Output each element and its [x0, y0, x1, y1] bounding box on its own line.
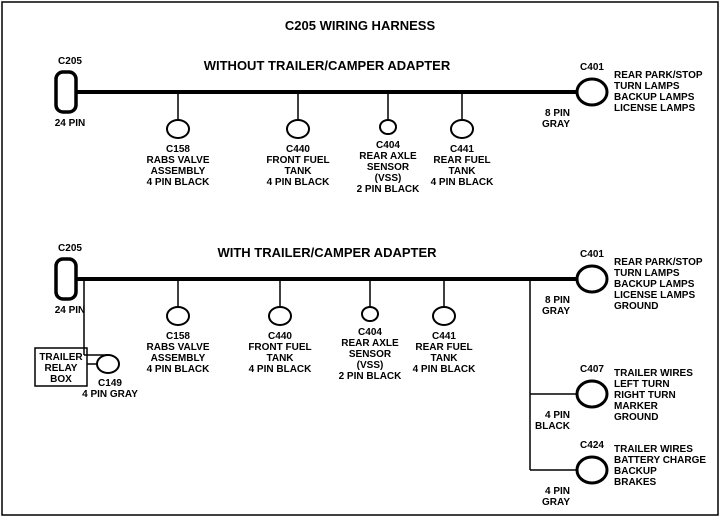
- branch-desc: BATTERY CHARGE: [614, 455, 706, 466]
- drop-line: REAR AXLE: [341, 338, 399, 349]
- connector-ellipse: [577, 381, 607, 407]
- right-code: C401: [580, 249, 604, 260]
- drop-line: RABS VALVE: [147, 342, 210, 353]
- relay-box-label: BOX: [50, 374, 72, 385]
- section-subtitle: WITH TRAILER/CAMPER ADAPTER: [217, 245, 437, 260]
- drop-line: 4 PIN BLACK: [249, 364, 313, 375]
- relay-box-label: RELAY: [45, 363, 78, 374]
- drop-line: TANK: [430, 353, 458, 364]
- drop-line: 4 PIN BLACK: [147, 177, 211, 188]
- connector-ellipse: [577, 79, 607, 105]
- drop-line: 4 PIN BLACK: [413, 364, 477, 375]
- drop-line: FRONT FUEL: [266, 155, 329, 166]
- right-desc: REAR PARK/STOP: [614, 257, 703, 268]
- branch-desc: MARKER: [614, 401, 659, 412]
- c149-code: C149: [98, 378, 122, 389]
- branch-sub: 4 PIN: [545, 410, 570, 421]
- drop-line: REAR AXLE: [359, 151, 417, 162]
- branch-desc: RIGHT TURN: [614, 390, 676, 401]
- branch-code: C407: [580, 364, 604, 375]
- right-sub: 8 PIN: [545, 108, 570, 119]
- drop-line: ASSEMBLY: [151, 353, 206, 364]
- drop-line: 2 PIN BLACK: [339, 371, 403, 382]
- connector-drop: [451, 120, 473, 138]
- section-subtitle: WITHOUT TRAILER/CAMPER ADAPTER: [204, 58, 451, 73]
- drop-line: 4 PIN BLACK: [147, 364, 211, 375]
- drop-line: TANK: [266, 353, 294, 364]
- connector-drop: [269, 307, 291, 325]
- drop-code: C404: [376, 140, 400, 151]
- drop-line: SENSOR: [349, 349, 392, 360]
- connector-c205: [56, 259, 76, 299]
- connector-ellipse: [577, 457, 607, 483]
- right-sub: 8 PIN: [545, 295, 570, 306]
- drop-line: 4 PIN BLACK: [431, 177, 495, 188]
- drop-line: REAR FUEL: [433, 155, 490, 166]
- connector-drop: [167, 307, 189, 325]
- drop-line: SENSOR: [367, 162, 410, 173]
- branch-desc: BRAKES: [614, 477, 657, 488]
- connector-ellipse: [577, 266, 607, 292]
- right-desc: LICENSE LAMPS: [614, 103, 695, 114]
- diagram-title: C205 WIRING HARNESS: [285, 18, 436, 33]
- branch-sub: GRAY: [542, 497, 570, 508]
- branch-desc: BACKUP: [614, 466, 657, 477]
- drop-line: 2 PIN BLACK: [357, 184, 421, 195]
- drop-line: TANK: [284, 166, 312, 177]
- drop-line: (VSS): [375, 173, 402, 184]
- branch-desc: TRAILER WIRES: [614, 444, 693, 455]
- right-code: C401: [580, 62, 604, 73]
- right-desc: TURN LAMPS: [614, 81, 680, 92]
- drop-line: 4 PIN BLACK: [267, 177, 331, 188]
- connector-drop: [433, 307, 455, 325]
- c205-pins: 24 PIN: [55, 118, 86, 129]
- drop-code: C441: [432, 331, 456, 342]
- right-desc: LICENSE LAMPS: [614, 290, 695, 301]
- branch-code: C424: [580, 440, 604, 451]
- connector-drop: [97, 355, 119, 373]
- right-desc: GROUND: [614, 301, 658, 312]
- drop-line: (VSS): [357, 360, 384, 371]
- c205-label: C205: [58, 56, 82, 67]
- drop-code: C158: [166, 331, 190, 342]
- connector-c205: [56, 72, 76, 112]
- branch-sub: BLACK: [535, 421, 571, 432]
- connector-drop: [287, 120, 309, 138]
- connector-drop: [362, 307, 378, 321]
- right-desc: TURN LAMPS: [614, 268, 680, 279]
- branch-desc: LEFT TURN: [614, 379, 670, 390]
- drop-line: REAR FUEL: [415, 342, 472, 353]
- drop-line: ASSEMBLY: [151, 166, 206, 177]
- drop-line: TANK: [448, 166, 476, 177]
- drop-code: C404: [358, 327, 382, 338]
- drop-code: C440: [268, 331, 292, 342]
- drop-code: C158: [166, 144, 190, 155]
- connector-drop: [380, 120, 396, 134]
- drop-line: RABS VALVE: [147, 155, 210, 166]
- branch-desc: TRAILER WIRES: [614, 368, 693, 379]
- branch-sub: 4 PIN: [545, 486, 570, 497]
- relay-box-label: TRAILER: [39, 352, 83, 363]
- right-desc: BACKUP LAMPS: [614, 92, 695, 103]
- connector-drop: [167, 120, 189, 138]
- right-sub: GRAY: [542, 119, 570, 130]
- c205-pins: 24 PIN: [55, 305, 86, 316]
- right-desc: BACKUP LAMPS: [614, 279, 695, 290]
- drop-code: C441: [450, 144, 474, 155]
- drop-code: C440: [286, 144, 310, 155]
- right-desc: REAR PARK/STOP: [614, 70, 703, 81]
- c205-label: C205: [58, 243, 82, 254]
- branch-desc: GROUND: [614, 412, 658, 423]
- drop-line: FRONT FUEL: [248, 342, 311, 353]
- right-sub: GRAY: [542, 306, 570, 317]
- c149-sub: 4 PIN GRAY: [82, 389, 138, 400]
